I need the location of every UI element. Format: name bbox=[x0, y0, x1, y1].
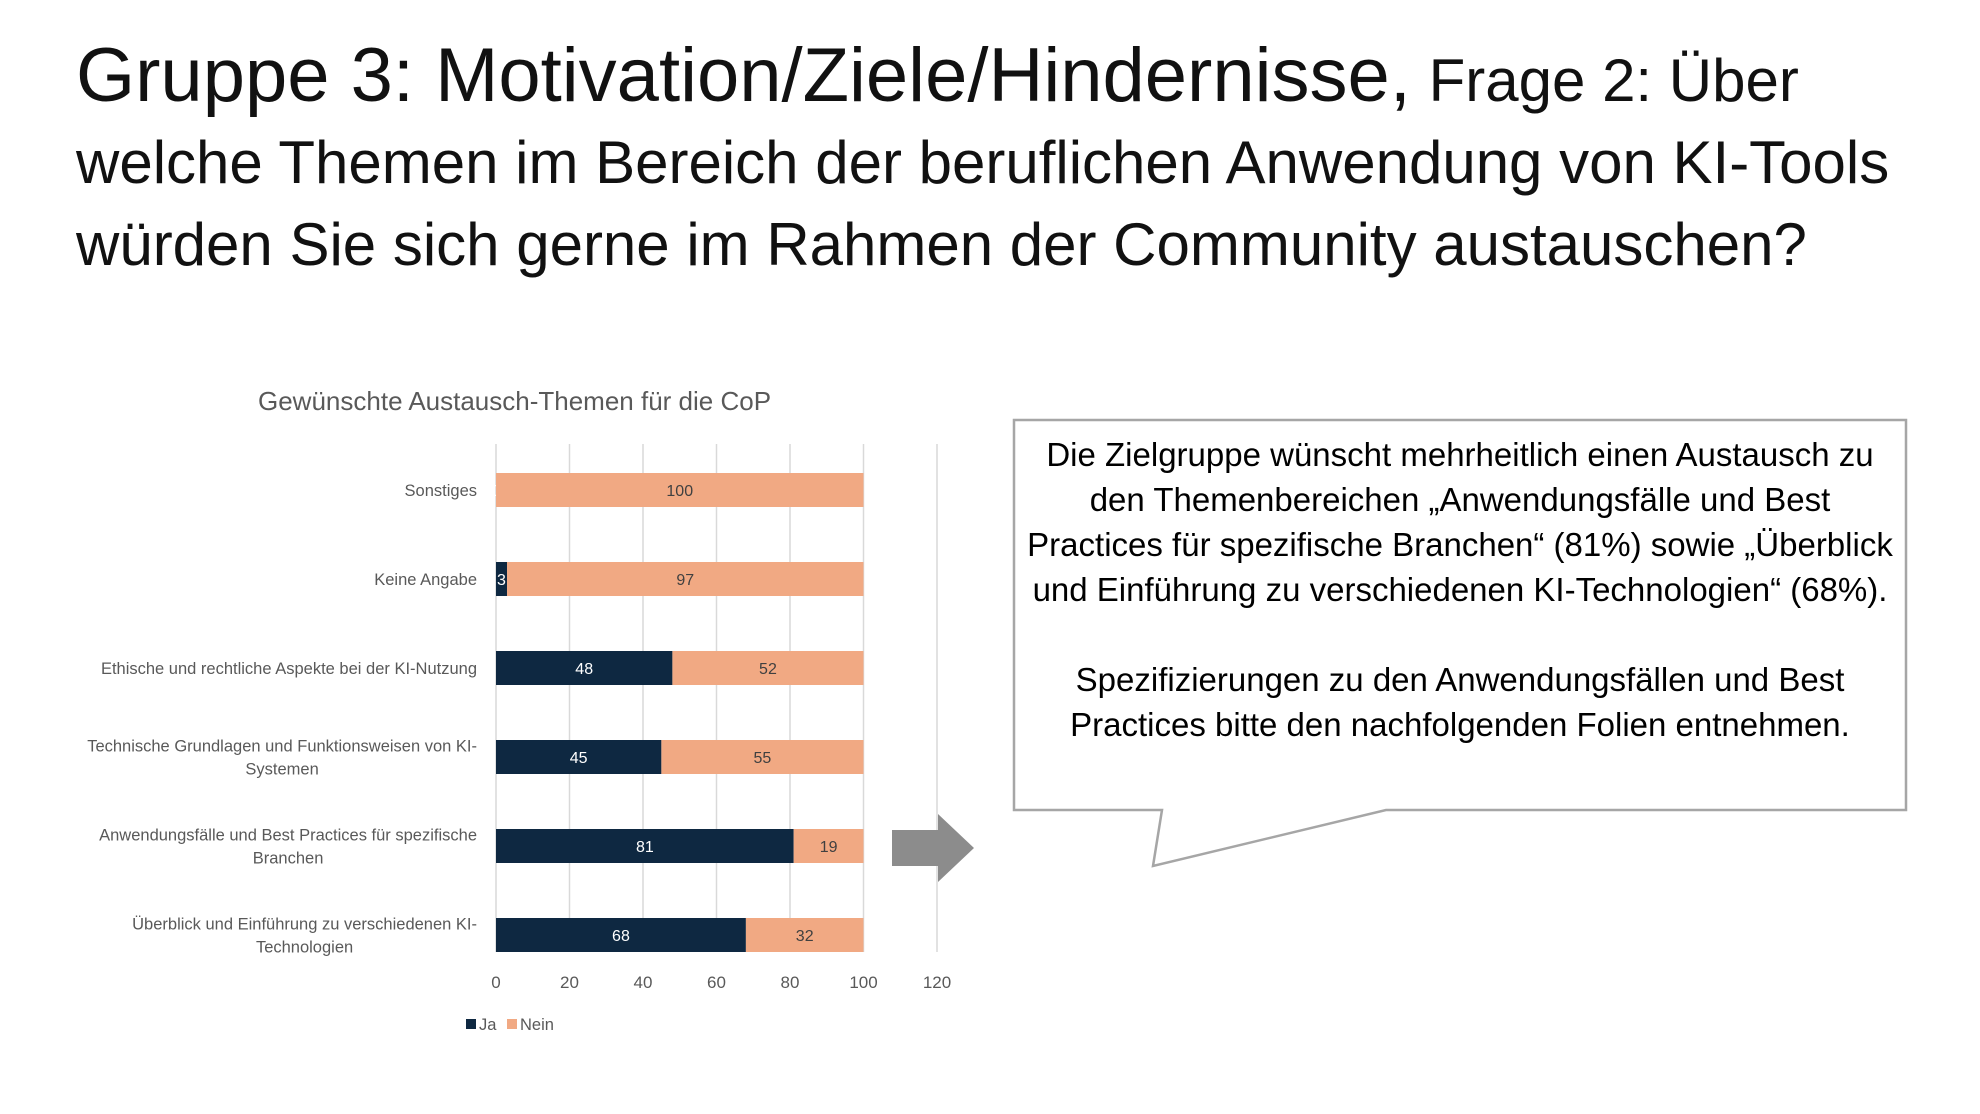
data-label-nein: 52 bbox=[759, 661, 777, 678]
right-arrow-icon bbox=[892, 814, 974, 882]
legend-label-nein: Nein bbox=[520, 1016, 554, 1034]
bar-nein-5 bbox=[745, 918, 864, 952]
bar-nein-2 bbox=[672, 651, 864, 685]
bar-ja-3 bbox=[496, 740, 662, 774]
bar-nein-1 bbox=[507, 562, 864, 596]
data-label-ja: 45 bbox=[570, 750, 588, 767]
category-label: Überblick und Einführung zu verschiedene… bbox=[132, 916, 477, 957]
chart-title: Gewünschte Austausch-Themen für die CoP bbox=[258, 386, 772, 416]
data-label-nein: 19 bbox=[820, 839, 838, 856]
bar-ja-4 bbox=[496, 829, 794, 863]
callout-paragraph-2: Spezifizierungen zu den Anwendungsfällen… bbox=[1070, 661, 1850, 743]
bar-nein-3 bbox=[661, 740, 864, 774]
category-label: Technische Grundlagen und Funktionsweise… bbox=[87, 738, 477, 779]
legend-swatch-ja bbox=[466, 1019, 476, 1029]
data-label-ja: 68 bbox=[612, 928, 630, 945]
bar-ja-1 bbox=[496, 562, 508, 596]
slide-title-main: Gruppe 3: Motivation/Ziele/Hindernisse, bbox=[76, 33, 1411, 118]
slide-title: Gruppe 3: Motivation/Ziele/Hindernisse, … bbox=[76, 36, 1936, 285]
x-tick-label: 40 bbox=[634, 973, 653, 992]
legend-swatch-nein bbox=[507, 1019, 517, 1029]
data-label-ja: 3 bbox=[497, 572, 506, 589]
x-tick-label: 60 bbox=[707, 973, 726, 992]
bar-ja-5 bbox=[496, 918, 746, 952]
x-tick-label: 0 bbox=[491, 973, 500, 992]
category-label: Sonstiges bbox=[405, 482, 477, 500]
data-label-nein: 100 bbox=[666, 483, 693, 500]
slide-title-question: Frage 2: Über welche Themen im Bereich d… bbox=[76, 47, 1890, 278]
bar-chart: 020406080100120Sonstiges0100Keine Angabe… bbox=[87, 444, 951, 1034]
bar-ja-2 bbox=[496, 651, 673, 685]
category-label: Ethische und rechtliche Aspekte bei der … bbox=[101, 660, 477, 678]
x-tick-label: 20 bbox=[560, 973, 579, 992]
x-tick-label: 80 bbox=[781, 973, 800, 992]
callout-text: Die Zielgruppe wünscht mehrheitlich eine… bbox=[1020, 432, 1900, 747]
category-label: Anwendungsfälle und Best Practices für s… bbox=[99, 827, 477, 868]
data-label-ja: 48 bbox=[575, 661, 593, 678]
legend-label-ja: Ja bbox=[479, 1016, 497, 1034]
x-tick-label: 120 bbox=[923, 973, 951, 992]
data-label-ja: 81 bbox=[636, 839, 654, 856]
callout-paragraph-1: Die Zielgruppe wünscht mehrheitlich eine… bbox=[1027, 436, 1893, 608]
speech-bubble-callout bbox=[1012, 418, 1908, 868]
data-label-nein: 97 bbox=[676, 572, 694, 589]
category-label: Keine Angabe bbox=[374, 571, 477, 589]
bar-nein-4 bbox=[793, 829, 864, 863]
x-tick-label: 100 bbox=[849, 973, 877, 992]
data-label-nein: 55 bbox=[754, 750, 772, 767]
bar-nein-0 bbox=[496, 473, 864, 507]
data-label-nein: 32 bbox=[796, 928, 814, 945]
